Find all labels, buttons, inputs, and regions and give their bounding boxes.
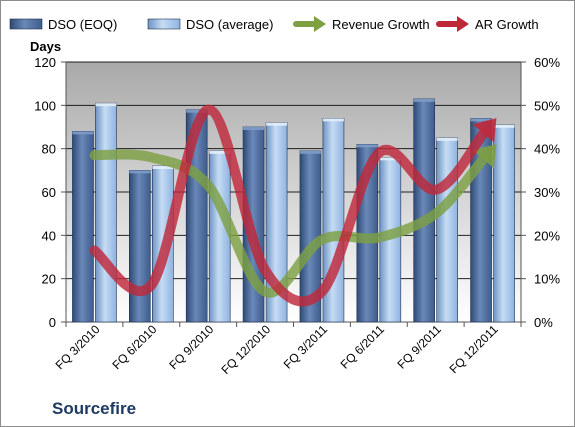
bar-dso-eoq xyxy=(413,98,435,323)
x-tick-label: FQ 12/2010 xyxy=(218,322,273,377)
line-ar-growth xyxy=(89,104,489,307)
bar-top-highlight xyxy=(379,157,401,161)
legend-swatch-arrow xyxy=(457,16,469,32)
y2-tick-label: 40% xyxy=(534,142,560,157)
y2-tick-label: 0% xyxy=(534,315,553,330)
bar-top-highlight xyxy=(493,124,515,128)
x-tick-label: FQ 6/2011 xyxy=(338,322,388,372)
y-tick-label: 60 xyxy=(42,185,56,200)
legend-label: AR Growth xyxy=(475,17,539,32)
bar-top-highlight xyxy=(436,137,458,141)
x-tick-label: FQ 12/2011 xyxy=(447,322,501,376)
legend-swatch xyxy=(147,18,181,30)
bar-top-highlight xyxy=(95,103,117,107)
bar-top-highlight xyxy=(243,127,265,130)
bar-top-highlight xyxy=(129,170,151,174)
y-tick-label: 20 xyxy=(42,272,56,287)
y2-tick-label: 20% xyxy=(534,228,560,243)
legend-label: DSO (EOQ) xyxy=(48,17,117,32)
legend-label: DSO (average) xyxy=(186,17,273,32)
bar-dso-average xyxy=(493,124,515,323)
y2-tick-label: 50% xyxy=(534,98,560,113)
x-tick-label: FQ 6/2010 xyxy=(109,322,159,372)
x-tick-label: FQ 9/2010 xyxy=(166,322,216,372)
bar-top-highlight xyxy=(470,118,492,122)
bar-top-highlight xyxy=(413,98,435,102)
bar-dso-average xyxy=(95,102,117,323)
bar-top-highlight xyxy=(266,122,288,126)
y2-tick-label: 60% xyxy=(534,55,560,70)
y-tick-label: 100 xyxy=(34,98,56,113)
bar-top-highlight xyxy=(186,109,208,113)
x-tick-label: FQ 3/2010 xyxy=(53,322,103,372)
y-tick-label: 80 xyxy=(42,142,56,157)
y2-tick-label: 10% xyxy=(534,272,560,287)
legend-swatch xyxy=(9,18,43,30)
legend-label: Revenue Growth xyxy=(332,17,430,32)
legend-swatch-arrow xyxy=(314,16,326,32)
bar-top-highlight xyxy=(209,150,231,154)
bar-dso-average xyxy=(436,137,458,323)
y-tick-label: 40 xyxy=(42,228,56,243)
bar-top-highlight xyxy=(322,118,344,122)
bar-dso-eoq xyxy=(72,131,94,323)
bar-top-highlight xyxy=(152,166,174,169)
y2-tick-label: 30% xyxy=(534,185,560,200)
bar-dso-average xyxy=(208,150,231,323)
arrowhead-revenue-growth xyxy=(472,144,497,169)
bar-dso-eoq xyxy=(129,170,151,323)
y-tick-label: 0 xyxy=(49,315,56,330)
x-tick-label: FQ 3/2011 xyxy=(281,322,331,372)
bar-top-highlight xyxy=(356,144,378,148)
x-tick-label: FQ 9/2011 xyxy=(394,322,444,372)
bar-top-highlight xyxy=(299,150,321,154)
bar-top-highlight xyxy=(72,131,94,135)
y-axis-title: Days xyxy=(30,39,61,54)
company-label: Sourcefire xyxy=(52,399,137,418)
y-tick-label: 120 xyxy=(34,55,56,70)
arrowhead-ar-growth xyxy=(472,118,497,143)
